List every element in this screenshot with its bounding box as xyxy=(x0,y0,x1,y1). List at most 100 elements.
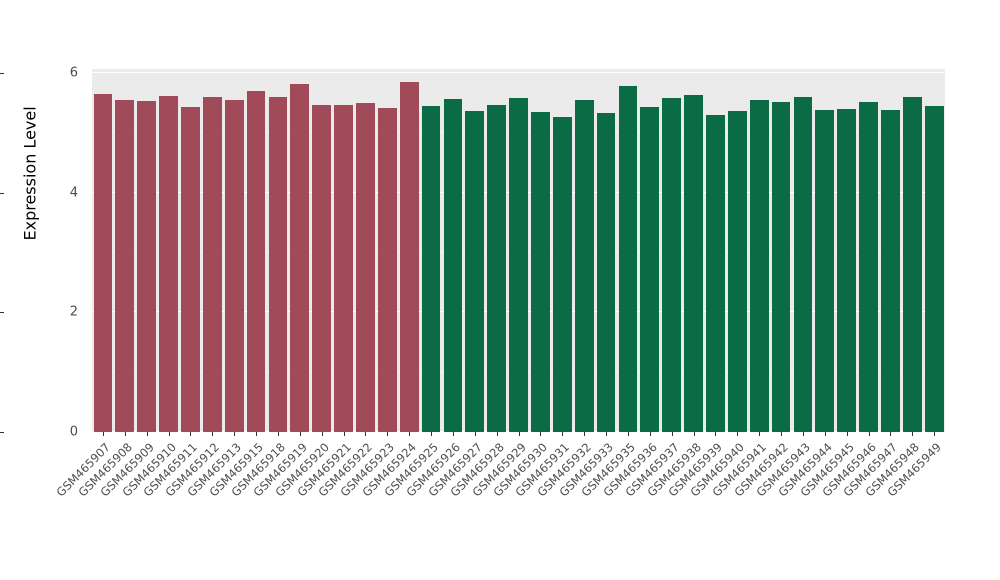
bar-slot xyxy=(858,69,880,432)
y-tick-label: 4 xyxy=(69,185,78,201)
x-tick-mark xyxy=(387,432,389,436)
bar xyxy=(859,101,878,432)
x-slot: GSM465947 xyxy=(841,432,902,572)
x-slot: GSM465949 xyxy=(885,432,945,572)
x-slot: GSM465908 xyxy=(75,432,136,572)
bar xyxy=(224,100,244,432)
bar xyxy=(399,82,419,432)
plot-panel xyxy=(92,69,945,432)
bar-slot xyxy=(92,69,114,432)
bar xyxy=(640,106,660,432)
x-slot: GSM465944 xyxy=(775,432,836,572)
x-tick-mark xyxy=(102,432,104,436)
x-slot: GSM465915 xyxy=(207,432,267,572)
bar xyxy=(531,112,550,432)
x-tick-mark xyxy=(299,432,301,436)
bar-slot xyxy=(158,69,180,432)
x-slot: GSM465907 xyxy=(53,432,114,572)
bar-slot xyxy=(923,69,945,432)
x-tick-mark xyxy=(846,432,848,436)
x-tick-mark xyxy=(824,432,826,436)
x-tick-mark xyxy=(671,432,673,436)
x-tick-mark xyxy=(190,432,192,436)
x-slot: GSM465922 xyxy=(316,432,377,572)
bar-slot xyxy=(639,69,661,432)
bar xyxy=(202,97,222,432)
x-tick-mark xyxy=(890,432,892,436)
bar-slot xyxy=(573,69,595,432)
bar-slot xyxy=(486,69,508,432)
bar xyxy=(727,111,747,432)
bar-slot xyxy=(901,69,923,432)
bars-container xyxy=(92,69,945,432)
bar xyxy=(312,104,332,432)
x-slot: GSM465937 xyxy=(622,432,683,572)
x-tick-mark xyxy=(693,432,695,436)
x-tick-mark xyxy=(452,432,454,436)
x-tick-mark xyxy=(168,432,170,436)
bar xyxy=(662,98,682,432)
x-slot: GSM465912 xyxy=(163,432,223,572)
x-slot: GSM465926 xyxy=(403,432,464,572)
x-slot: GSM465939 xyxy=(666,432,727,572)
x-tick-mark xyxy=(474,432,476,436)
bar xyxy=(487,104,507,432)
bar xyxy=(181,106,200,432)
bar-slot xyxy=(223,69,245,432)
x-tick-mark xyxy=(759,432,761,436)
x-tick-mark xyxy=(627,432,629,436)
x-slot: GSM465923 xyxy=(338,432,398,572)
x-tick-mark xyxy=(802,432,804,436)
x-slot: GSM465932 xyxy=(535,432,595,572)
y-tick-mark xyxy=(0,312,4,314)
bar xyxy=(509,98,528,432)
x-slot: GSM465927 xyxy=(425,432,486,572)
x-tick-mark xyxy=(781,432,783,436)
x-slot: GSM465940 xyxy=(688,432,748,572)
y-tick-label: 2 xyxy=(69,304,78,320)
x-slot: GSM465946 xyxy=(819,432,880,572)
x-slot: GSM465929 xyxy=(469,432,530,572)
bar-slot xyxy=(376,69,398,432)
x-slot: GSM465913 xyxy=(185,432,245,572)
x-tick-mark xyxy=(606,432,608,436)
bar-slot xyxy=(245,69,267,432)
bar-slot xyxy=(770,69,792,432)
bar-slot xyxy=(267,69,289,432)
bar-slot xyxy=(530,69,552,432)
x-tick-mark xyxy=(584,432,586,436)
bar-slot xyxy=(880,69,902,432)
x-slot: GSM465928 xyxy=(447,432,508,572)
x-slot: GSM465924 xyxy=(360,432,420,572)
x-slot: GSM465930 xyxy=(491,432,552,572)
x-tick-mark xyxy=(146,432,148,436)
x-tick-mark xyxy=(518,432,520,436)
bar xyxy=(793,97,813,432)
bar-slot xyxy=(464,69,486,432)
bar xyxy=(596,113,616,432)
x-slot: GSM465921 xyxy=(294,432,355,572)
gridline-major xyxy=(92,72,945,74)
y-tick-label: 0 xyxy=(69,424,78,440)
x-tick-mark xyxy=(343,432,345,436)
bar xyxy=(159,95,178,432)
x-tick-mark xyxy=(431,432,433,436)
bar xyxy=(837,109,857,432)
bar-slot xyxy=(201,69,223,432)
y-tick-mark xyxy=(0,192,4,194)
bar-slot xyxy=(442,69,464,432)
bar xyxy=(902,97,922,432)
x-slot: GSM465925 xyxy=(382,432,442,572)
x-slot: GSM465920 xyxy=(272,432,333,572)
bar-slot xyxy=(289,69,311,432)
bar xyxy=(552,116,572,432)
x-tick-mark xyxy=(737,432,739,436)
y-tick-mark xyxy=(0,432,4,433)
x-tick-mark xyxy=(212,432,214,436)
bar xyxy=(749,100,769,432)
x-slot: GSM465938 xyxy=(644,432,705,572)
bar-slot xyxy=(136,69,158,432)
bar-slot xyxy=(114,69,136,432)
bar xyxy=(421,106,441,432)
